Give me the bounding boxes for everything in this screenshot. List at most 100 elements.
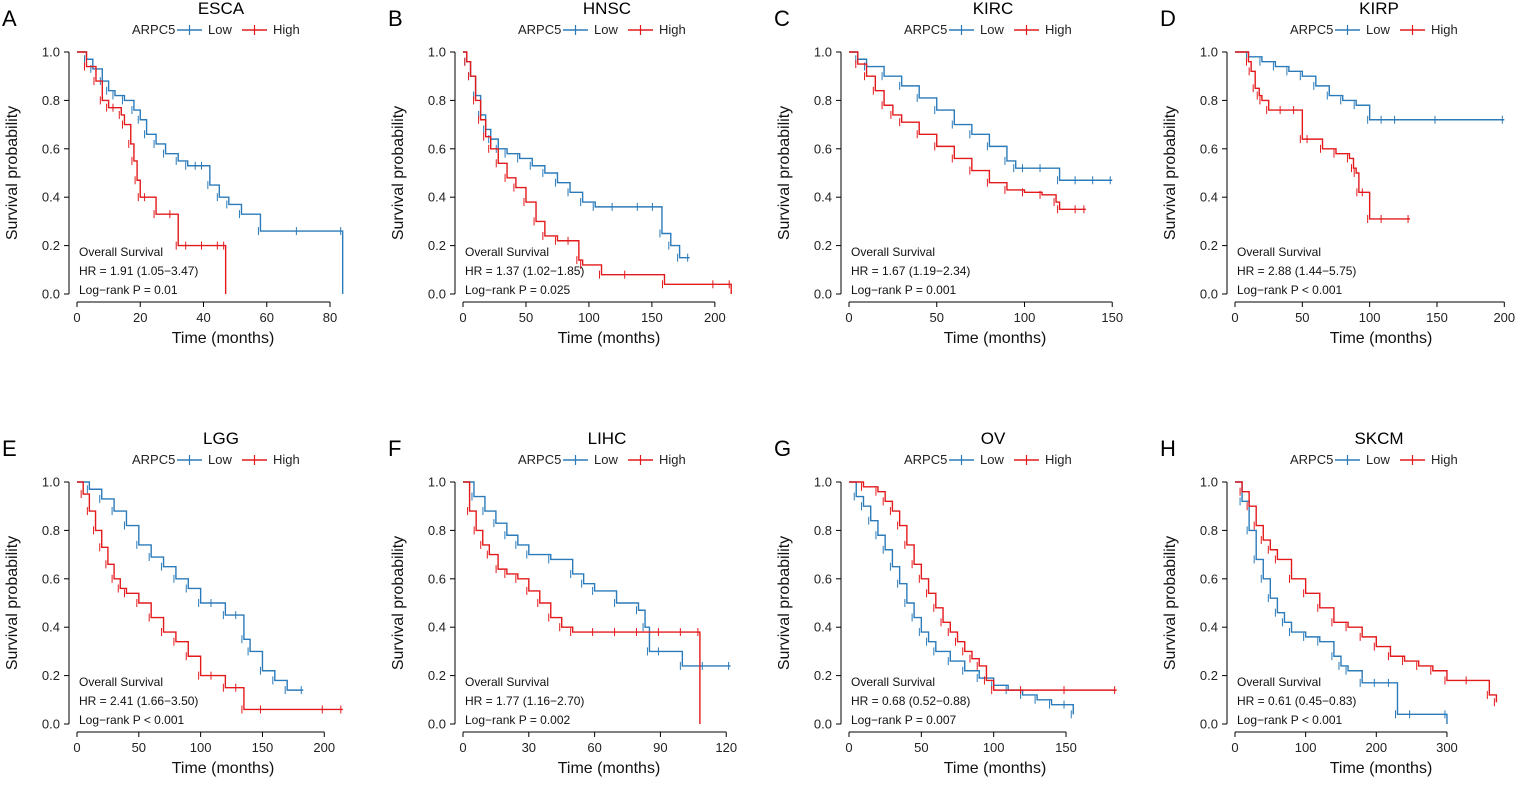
x-tick-label: 50 <box>132 740 146 755</box>
y-tick-label: 1.0 <box>1200 475 1218 490</box>
y-tick-label: 0.2 <box>428 238 446 253</box>
x-tick-label: 30 <box>522 740 536 755</box>
y-tick-label: 0.8 <box>428 523 446 538</box>
log-rank-p: Log−rank P = 0.002 <box>465 713 571 727</box>
legend-gene: ARPC5 <box>518 452 561 467</box>
y-tick-label: 0.6 <box>1200 141 1218 156</box>
km-curve-low <box>1235 481 1448 724</box>
y-tick-label: 0.4 <box>1200 190 1218 205</box>
y-tick-label: 0.2 <box>1200 238 1218 253</box>
panel-letter: F <box>388 436 401 461</box>
y-tick-label: 0.2 <box>814 238 832 253</box>
legend-low-label: Low <box>208 452 232 467</box>
km-curve-low <box>77 481 304 691</box>
x-tick-label: 40 <box>196 310 210 325</box>
y-tick-label: 0.8 <box>1200 523 1218 538</box>
hazard-ratio: HR = 1.77 (1.16−2.70) <box>465 694 584 708</box>
y-tick-label: 0.4 <box>814 620 832 635</box>
hazard-ratio: HR = 2.41 (1.66−3.50) <box>79 694 198 708</box>
y-tick-label: 0.4 <box>42 620 60 635</box>
km-curve-high <box>77 51 227 294</box>
chart-title: OV <box>981 429 1006 448</box>
y-tick-label: 0.8 <box>1200 93 1218 108</box>
x-tick-label: 200 <box>1493 310 1515 325</box>
y-tick-label: 0.2 <box>428 668 446 683</box>
km-curve-high <box>849 481 1117 691</box>
x-tick-label: 100 <box>578 310 600 325</box>
y-tick-label: 0.0 <box>428 717 446 732</box>
hazard-ratio: HR = 1.37 (1.02−1.85) <box>465 264 584 278</box>
legend: ARPC5 Low High <box>1290 452 1458 467</box>
y-tick-label: 0.0 <box>42 717 60 732</box>
panel-letter: H <box>1160 436 1176 461</box>
hazard-ratio: HR = 0.61 (0.45−0.83) <box>1237 694 1356 708</box>
x-tick-label: 100 <box>1014 310 1036 325</box>
panel-letter: G <box>774 436 791 461</box>
x-tick-label: 100 <box>1295 740 1317 755</box>
legend-gene: ARPC5 <box>518 22 561 37</box>
y-axis-title: Survival probability <box>1162 106 1179 240</box>
legend-gene: ARPC5 <box>1290 22 1333 37</box>
y-axis-title: Survival probability <box>776 106 793 240</box>
legend: ARPC5 Low High <box>1290 22 1458 37</box>
km-curve-high <box>463 481 701 724</box>
legend-low-label: Low <box>594 22 618 37</box>
panel-f: F LIHC ARPC5 Low High 0.0 0.2 0.4 0.6 0.8 1.0 0 30 60… <box>388 429 737 777</box>
y-axis-title: Survival probability <box>776 536 793 670</box>
x-tick-label: 50 <box>1295 310 1309 325</box>
x-tick-label: 150 <box>1101 310 1123 325</box>
y-tick-label: 0.8 <box>42 93 60 108</box>
panel-letter: D <box>1160 6 1176 31</box>
x-axis-title: Time (months) <box>558 760 661 777</box>
x-tick-label: 150 <box>1055 740 1077 755</box>
y-tick-label: 0.6 <box>1200 571 1218 586</box>
y-tick-label: 0.6 <box>42 141 60 156</box>
x-tick-label: 0 <box>73 740 80 755</box>
y-tick-label: 0.0 <box>814 287 832 302</box>
x-tick-label: 100 <box>190 740 212 755</box>
legend-low-label: Low <box>980 22 1004 37</box>
log-rank-p: Log−rank P = 0.001 <box>851 283 957 297</box>
y-tick-label: 0.8 <box>42 523 60 538</box>
y-tick-label: 0.4 <box>428 620 446 635</box>
x-tick-label: 0 <box>1231 310 1238 325</box>
y-tick-label: 0.6 <box>42 571 60 586</box>
y-tick-label: 1.0 <box>42 475 60 490</box>
x-tick-label: 90 <box>653 740 667 755</box>
y-tick-label: 0.8 <box>814 523 832 538</box>
x-axis-title: Time (months) <box>558 330 661 347</box>
y-tick-label: 0.2 <box>42 238 60 253</box>
x-axis-title: Time (months) <box>944 760 1047 777</box>
x-tick-label: 0 <box>845 740 852 755</box>
x-axis-title: Time (months) <box>172 760 275 777</box>
annotation-title: Overall Survival <box>851 675 935 689</box>
panel-letter: B <box>388 6 403 31</box>
annotation-title: Overall Survival <box>1237 245 1321 259</box>
log-rank-p: Log−rank P < 0.001 <box>79 713 185 727</box>
x-tick-label: 200 <box>313 740 335 755</box>
y-tick-label: 0.6 <box>428 571 446 586</box>
annotation-title: Overall Survival <box>79 675 163 689</box>
legend-high-label: High <box>1045 22 1072 37</box>
y-tick-label: 0.8 <box>814 93 832 108</box>
panel-a: A ESCA ARPC5 Low High 0.0 0.2 0.4 0.6 0.8 1.0 0 20 40… <box>2 0 344 347</box>
legend-high-label: High <box>1431 22 1458 37</box>
legend-low-label: Low <box>980 452 1004 467</box>
km-curve-high <box>463 51 732 294</box>
x-tick-label: 50 <box>519 310 533 325</box>
hazard-ratio: HR = 1.67 (1.19−2.34) <box>851 264 970 278</box>
x-tick-label: 0 <box>845 310 852 325</box>
legend-gene: ARPC5 <box>904 452 947 467</box>
x-tick-label: 200 <box>704 310 726 325</box>
hazard-ratio: HR = 1.91 (1.05−3.47) <box>79 264 198 278</box>
annotation-title: Overall Survival <box>851 245 935 259</box>
km-curve-low <box>463 481 731 667</box>
x-axis-title: Time (months) <box>944 330 1047 347</box>
x-tick-label: 0 <box>459 740 466 755</box>
y-tick-label: 0.2 <box>1200 668 1218 683</box>
x-tick-label: 80 <box>323 310 337 325</box>
legend: ARPC5 Low High <box>132 452 300 467</box>
km-curve-low <box>1235 51 1505 121</box>
legend-high-label: High <box>1431 452 1458 467</box>
legend-high-label: High <box>273 22 300 37</box>
